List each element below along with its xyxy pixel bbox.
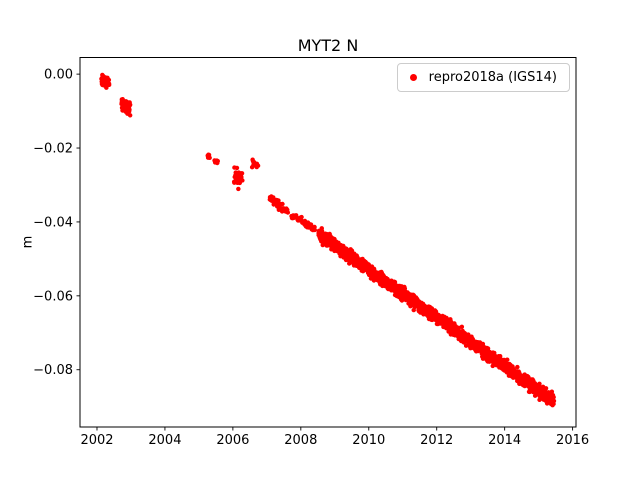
y-tick-label: −0.02 [33, 142, 73, 157]
x-tick-label: 2004 [148, 433, 181, 448]
axes-spines [79, 57, 577, 428]
legend-marker-dot-icon [409, 74, 417, 81]
x-tick-label: 2006 [216, 433, 249, 448]
x-tick-label: 2016 [556, 433, 589, 448]
x-tick-label: 2012 [420, 433, 453, 448]
x-tick-label: 2014 [488, 433, 521, 448]
chart-title: MYT2 N [297, 36, 359, 55]
y-tick-label: −0.04 [33, 215, 73, 230]
y-tick-label: −0.08 [33, 363, 73, 378]
legend: repro2018a (IGS14) [396, 63, 570, 92]
x-tick-label: 2002 [80, 433, 113, 448]
legend-label: repro2018a (IGS14) [428, 70, 557, 85]
y-tick-label: −0.06 [33, 289, 73, 304]
x-tick-label: 2010 [352, 433, 385, 448]
series-points [99, 72, 557, 408]
y-tick-label: 0.00 [44, 68, 73, 83]
x-tick-label: 2008 [284, 433, 317, 448]
